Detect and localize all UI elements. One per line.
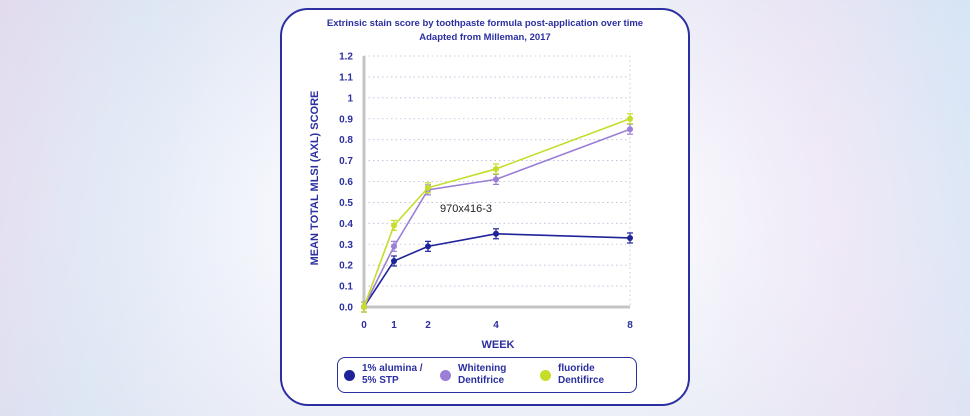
- x-tick-label: 4: [493, 320, 499, 331]
- legend-item-alumina: 1% alumina / 5% STP: [338, 358, 438, 392]
- y-tick-label: 0.6: [339, 177, 353, 188]
- axes: [362, 56, 630, 309]
- x-tick-label: 2: [425, 320, 431, 331]
- legend-label-fluoride: fluoride Dentifirce: [558, 363, 605, 386]
- y-tick-label: 1: [347, 93, 353, 104]
- y-tick-label: 0.9: [339, 114, 353, 125]
- y-tick-label: 0.5: [339, 198, 353, 209]
- y-tick-label: 0.4: [339, 219, 353, 230]
- series-line: [363, 128, 631, 308]
- x-tick-label: 1: [391, 320, 397, 331]
- tick-labels: 0.0 0.1 0.2 0.3 0.4 0.5 0.6 0.7 0.8 0.9 1 1.1 1.2 0 1 2…: [339, 52, 633, 332]
- y-tick-label: 0.7: [339, 156, 353, 167]
- chart-card: [280, 8, 690, 406]
- y-axis-label: MEAN TOTAL MLSI (AXL) SCORE: [309, 91, 321, 266]
- legend-label-alumina: 1% alumina / 5% STP: [362, 363, 423, 386]
- background-glow-right: [670, 0, 970, 416]
- chart-title: Extrinsic stain score by toothpaste form…: [327, 18, 643, 29]
- y-tick-label: 0.1: [339, 282, 353, 293]
- data-point: [627, 126, 633, 133]
- data-point: [425, 243, 431, 250]
- grid-lines: [364, 55, 631, 307]
- data-point: [493, 165, 499, 172]
- x-tick-label: 8: [627, 320, 633, 331]
- data-point: [391, 257, 397, 264]
- series-line: [363, 232, 631, 308]
- series-line: [363, 118, 631, 308]
- legend-swatch-alumina: [344, 369, 355, 381]
- chart-subtitle: Adapted from Milleman, 2017: [419, 32, 550, 43]
- y-tick-label: 1.1: [339, 72, 353, 83]
- data-point: [391, 222, 397, 229]
- legend-swatch-whitening: [440, 369, 451, 381]
- legend-item-whitening: Whitening Dentifrice: [438, 358, 538, 392]
- image-size-label: 970x416-3: [440, 203, 492, 215]
- y-tick-label: 0.0: [339, 303, 353, 314]
- background-glow-left: [0, 0, 300, 416]
- legend-item-fluoride: fluoride Dentifirce: [538, 358, 604, 392]
- y-tick-label: 0.2: [339, 261, 353, 272]
- legend-swatch-fluoride: [540, 369, 551, 381]
- x-tick-label: 0: [361, 320, 367, 331]
- y-tick-label: 0.8: [339, 135, 353, 146]
- data-point: [361, 304, 367, 310]
- data-point: [493, 176, 499, 183]
- data-point: [425, 184, 431, 191]
- x-axis-label: WEEK: [482, 339, 515, 351]
- data-point: [493, 230, 499, 237]
- series-lines: [361, 113, 633, 313]
- legend-label-whitening: Whitening Dentifrice: [458, 363, 507, 386]
- y-tick-label: 0.3: [339, 240, 353, 251]
- chart-legend: 1% alumina / 5% STP Whitening Dentifrice…: [337, 357, 637, 393]
- data-point: [627, 234, 633, 241]
- data-point: [391, 243, 397, 250]
- data-point: [627, 115, 633, 122]
- y-tick-label: 1.2: [339, 52, 353, 63]
